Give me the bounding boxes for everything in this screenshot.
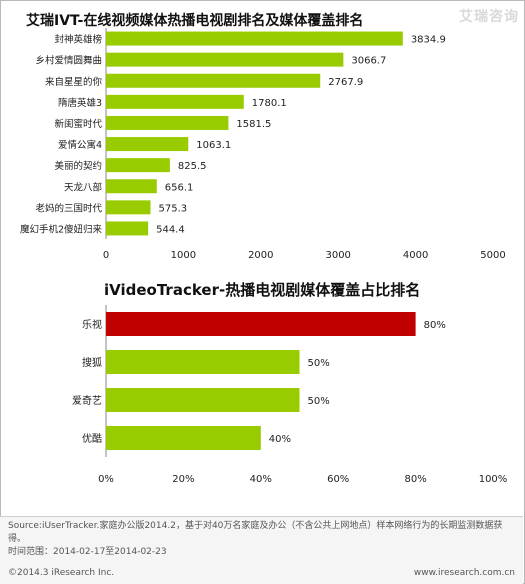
source-note: Source:iUserTracker.家庭办公版2014.2，基于对40万名家… bbox=[8, 520, 513, 559]
chart2-x-tick-label: 100% bbox=[479, 474, 508, 485]
chart1-data-label: 3834.9 bbox=[411, 35, 446, 46]
period-text: 时间范围：2014-02-17至2014-02-23 bbox=[8, 547, 167, 557]
chart2-bar bbox=[106, 426, 261, 450]
chart2-bar bbox=[106, 388, 300, 412]
chart1-category-label: 魔幻手机2傻妞归来 bbox=[20, 223, 103, 235]
chart1-data-label: 2767.9 bbox=[328, 77, 363, 88]
chart2-data-label: 80% bbox=[424, 320, 446, 331]
chart2-x-tick-label: 20% bbox=[172, 474, 194, 485]
chart1-x-tick-label: 2000 bbox=[248, 250, 273, 261]
chart1-bar bbox=[106, 179, 157, 194]
chart1-bar bbox=[106, 200, 151, 215]
chart1-x-tick-label: 5000 bbox=[480, 250, 505, 261]
chart2-bar-chart: 乐视 80% 搜狐 50% 爱奇艺 50% 优酷 40% 0% 20% 40% 60% 80% 100% bbox=[72, 305, 508, 485]
chart2-category-label: 优酷 bbox=[82, 432, 102, 445]
copyright: ©2014.3 iResearch Inc. bbox=[8, 568, 115, 578]
chart2-x-tick-label: 0% bbox=[98, 474, 114, 485]
chart1-x-tick-label: 1000 bbox=[171, 250, 196, 261]
chart1-category-label: 美丽的契约 bbox=[54, 160, 102, 172]
chart1-bar bbox=[106, 158, 170, 173]
chart1-data-label: 656.1 bbox=[165, 182, 194, 193]
chart1-title: 艾瑞IVT-在线视频媒体热播电视剧排名及媒体覆盖排名 bbox=[26, 13, 364, 29]
chart1-x-tick-label: 0 bbox=[103, 250, 109, 261]
chart1-category-label: 爱情公寓4 bbox=[58, 139, 102, 151]
chart2-bar bbox=[106, 312, 416, 336]
chart1-bar bbox=[106, 137, 189, 152]
chart1-bar-chart: 封神英雄榜 3834.9 乡村爱情圆舞曲 3066.7 来自星星的你 2767.9 隋唐英雄… bbox=[20, 28, 506, 261]
chart1-category-label: 天龙八部 bbox=[64, 181, 102, 193]
chart1-data-label: 3066.7 bbox=[351, 56, 386, 67]
chart1-data-label: 544.4 bbox=[156, 224, 185, 235]
chart1-bar bbox=[106, 31, 403, 46]
chart1-x-tick-label: 3000 bbox=[325, 250, 350, 261]
source-text: Source:iUserTracker.家庭办公版2014.2，基于对40万名家… bbox=[8, 521, 503, 544]
footer-panel bbox=[0, 516, 523, 584]
chart2-data-label: 40% bbox=[269, 434, 291, 445]
chart2-category-label: 乐视 bbox=[82, 318, 102, 331]
website: www.iresearch.com.cn bbox=[413, 568, 515, 578]
watermark: 艾瑞咨询 bbox=[459, 9, 519, 25]
chart1-bar bbox=[106, 52, 344, 67]
chart2-data-label: 50% bbox=[308, 396, 330, 407]
chart1-category-label: 老妈的三国时代 bbox=[35, 202, 102, 214]
chart2-bar bbox=[106, 350, 300, 374]
chart1-category-label: 新闺蜜时代 bbox=[54, 118, 102, 130]
chart1-category-label: 乡村爱情圆舞曲 bbox=[35, 55, 102, 67]
chart1-data-label: 1063.1 bbox=[196, 140, 231, 151]
chart1-category-label: 来自星星的你 bbox=[45, 76, 103, 88]
chart2-x-tick-label: 40% bbox=[250, 474, 272, 485]
chart1-bar bbox=[106, 115, 229, 130]
chart2-data-label: 50% bbox=[308, 358, 330, 369]
chart1-data-label: 575.3 bbox=[159, 203, 188, 214]
chart2-title: iVideoTracker-热播电视剧媒体覆盖占比排名 bbox=[104, 281, 421, 299]
chart1-data-label: 1581.5 bbox=[236, 119, 271, 130]
chart2-category-label: 爱奇艺 bbox=[72, 394, 102, 407]
chart1-bar bbox=[106, 221, 149, 236]
chart1-bar bbox=[106, 94, 244, 109]
chart2-x-tick-label: 80% bbox=[404, 474, 426, 485]
chart2-x-tick-label: 60% bbox=[327, 474, 349, 485]
chart1-data-label: 825.5 bbox=[178, 161, 207, 172]
chart1-data-label: 1780.1 bbox=[252, 98, 287, 109]
chart2-category-label: 搜狐 bbox=[82, 356, 102, 369]
chart1-category-label: 封神英雄榜 bbox=[54, 34, 102, 46]
chart1-x-tick-label: 4000 bbox=[403, 250, 428, 261]
chart1-bar bbox=[106, 73, 321, 88]
chart1-category-label: 隋唐英雄3 bbox=[58, 97, 102, 109]
